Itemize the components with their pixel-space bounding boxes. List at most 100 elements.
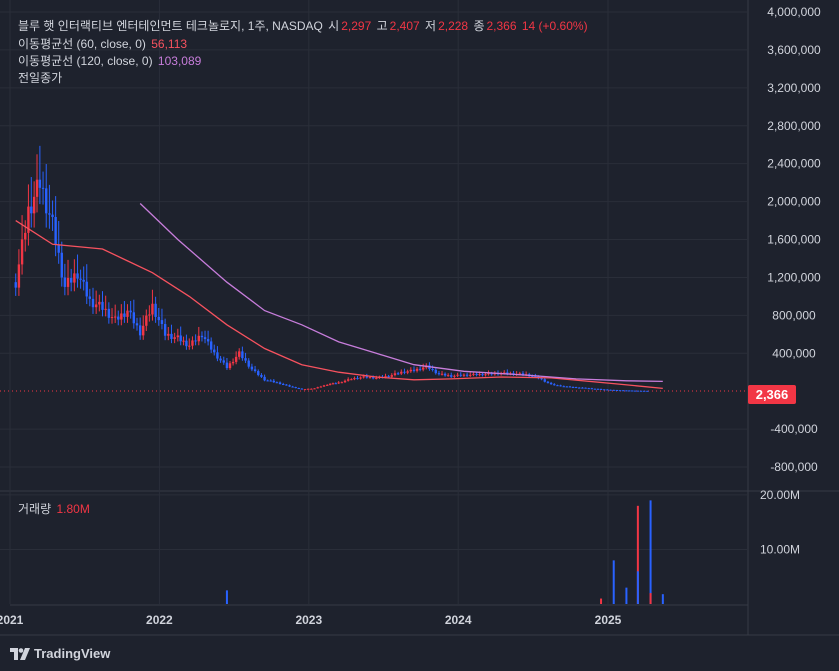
- candle-body: [206, 339, 210, 342]
- candle-body: [88, 296, 92, 299]
- candle-body: [20, 239, 24, 265]
- candle-body: [646, 390, 649, 392]
- candle-body: [225, 362, 229, 369]
- candle-body: [278, 382, 282, 384]
- candle-body: [32, 196, 36, 214]
- prev-close-legend[interactable]: 전일종가: [18, 70, 64, 86]
- ma120-label: 이동평균선 (120, close, 0): [18, 54, 153, 68]
- candle-body: [228, 363, 232, 369]
- candle-body: [241, 351, 244, 359]
- candle-body: [584, 387, 587, 389]
- candle-body: [559, 385, 562, 387]
- candle-body: [54, 217, 57, 245]
- candle-body: [209, 341, 213, 350]
- candle-body: [481, 374, 484, 376]
- candle-body: [503, 372, 506, 374]
- candle-body: [628, 390, 631, 392]
- candle-body: [484, 374, 487, 376]
- candle-body: [603, 389, 606, 391]
- time-tick-label: 2025: [595, 613, 622, 627]
- candle-body: [154, 303, 157, 317]
- price-tick-label: 4,000,000: [767, 5, 821, 19]
- candle-body: [331, 383, 335, 385]
- candle-body: [639, 390, 643, 392]
- low-value: 2,228: [438, 19, 469, 33]
- open-value: 2,297: [341, 19, 372, 33]
- candle-body: [297, 388, 300, 390]
- candle-body: [250, 366, 254, 370]
- candle-body: [375, 377, 378, 379]
- candle-body: [132, 312, 136, 324]
- candle-body: [450, 375, 453, 377]
- candle-body: [101, 301, 104, 310]
- candle-body: [346, 379, 350, 381]
- candle-body: [350, 379, 353, 381]
- candle-body: [285, 384, 288, 386]
- candle-body: [437, 373, 441, 375]
- candle-body: [400, 371, 403, 374]
- candle-body: [415, 368, 419, 371]
- candle-body: [459, 374, 462, 376]
- candle-body: [587, 388, 590, 390]
- volume-value: 1.80M: [56, 502, 90, 516]
- candle-body: [113, 316, 117, 318]
- candle-body: [145, 315, 148, 326]
- candle-body: [322, 385, 326, 387]
- candle-body: [353, 378, 356, 380]
- candle-body: [257, 371, 260, 376]
- candle-body: [384, 376, 387, 378]
- candle-body: [534, 376, 537, 378]
- brand-label: TradingView: [34, 646, 111, 661]
- candle-body: [182, 340, 185, 342]
- ma60-label: 이동평균선 (60, close, 0): [18, 37, 146, 51]
- candle-body: [490, 373, 493, 375]
- candle-body: [487, 373, 490, 375]
- candle-body: [126, 310, 129, 317]
- candle-body: [272, 380, 275, 383]
- price-tick-label: 400,000: [772, 346, 816, 360]
- candle-body: [41, 187, 45, 189]
- ma120-line: [139, 203, 663, 383]
- candle-body: [590, 388, 594, 390]
- candle-body: [574, 387, 578, 389]
- candle-body: [167, 333, 170, 336]
- volume-legend[interactable]: 거래량 1.80M: [18, 501, 92, 517]
- tradingview-logo[interactable]: TradingView: [10, 646, 110, 661]
- candle-body: [540, 378, 543, 380]
- high-label: 고: [376, 19, 388, 33]
- candle-body: [151, 303, 154, 315]
- candle-body: [306, 388, 310, 390]
- candle-body: [593, 388, 597, 390]
- candle-body: [362, 376, 365, 378]
- candle-body: [170, 333, 173, 339]
- candle-body: [14, 282, 17, 288]
- candle-body: [396, 373, 400, 375]
- candle-body: [578, 387, 581, 389]
- candle-body: [581, 387, 584, 389]
- candle-body: [568, 386, 572, 388]
- candle-body: [387, 376, 390, 378]
- candle-body: [163, 324, 167, 336]
- ma120-legend[interactable]: 이동평균선 (120, close, 0) 103,089: [18, 53, 203, 69]
- time-tick-label: 2022: [146, 613, 173, 627]
- candle-body: [216, 352, 219, 359]
- volume-bar: [625, 587, 628, 604]
- candle-body: [213, 349, 216, 353]
- ma60-legend[interactable]: 이동평균선 (60, close, 0) 56,113: [18, 36, 189, 52]
- open-label: 시: [328, 19, 340, 33]
- ma60-line: [15, 220, 663, 390]
- price-tick-label: 800,000: [772, 308, 816, 322]
- candle-body: [326, 384, 329, 386]
- candle-body: [91, 298, 95, 308]
- ma60-value: 56,113: [151, 37, 188, 51]
- candle-body: [313, 388, 316, 390]
- candle-body: [565, 386, 569, 388]
- candle-body: [518, 373, 521, 375]
- candle-body: [543, 379, 546, 382]
- candle-body: [73, 273, 76, 283]
- candle-body: [465, 374, 469, 376]
- candle-body: [157, 316, 160, 321]
- close-label: 종: [473, 19, 485, 33]
- change-value: 14 (+0.60%): [521, 19, 588, 33]
